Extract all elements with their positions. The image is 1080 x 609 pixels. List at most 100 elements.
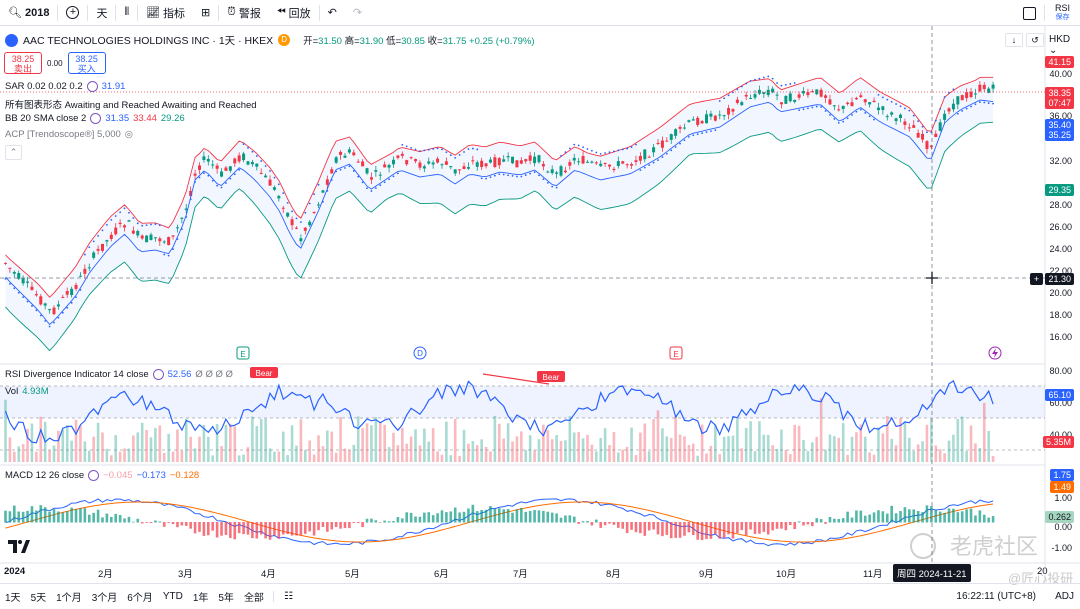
macd-tick: -1.00	[1051, 543, 1072, 553]
time-axis[interactable]: 2024 2月 3月 4月 5月 6月 7月 8月 9月 10月 11月 20 …	[0, 564, 1080, 582]
bb-lower-label: 29.35	[1045, 184, 1074, 196]
clock[interactable]: 16:22:11 (UTC+8)	[956, 591, 1036, 602]
time-tick: 5月	[345, 569, 360, 580]
event-badge-earnings[interactable]: E	[669, 346, 683, 360]
last-price-label: 38.35 07:47	[1045, 87, 1074, 109]
calendar-icon: ☷	[283, 591, 293, 602]
bb-legend[interactable]: BB 20 SMA close 2 31.35 33.44 29.26	[5, 113, 185, 124]
compare-button[interactable]: +	[58, 0, 87, 26]
delayed-badge[interactable]: D	[278, 34, 291, 46]
redo-icon: ↷	[352, 7, 363, 19]
vol-value: 4.93M	[22, 386, 49, 397]
indicators-label: 指标	[163, 7, 186, 20]
time-tick: 11月	[863, 569, 883, 580]
acp-legend[interactable]: ACP [Trendoscope®] 5,000 ◎	[5, 129, 133, 140]
divider	[115, 4, 117, 21]
time-tick: 3月	[178, 569, 193, 580]
date-range-button[interactable]: ☷	[272, 591, 298, 602]
range-1m-button[interactable]: 1个月	[56, 593, 82, 604]
close-value: 31.75	[442, 36, 467, 47]
settings-icon[interactable]	[86, 81, 98, 92]
chart-type-button[interactable]: ⫴	[116, 0, 137, 26]
currency-label: HKD	[1049, 34, 1071, 45]
eye-off-icon[interactable]: ◎	[124, 129, 134, 140]
chevron-down-icon: ⌄	[1049, 45, 1058, 56]
range-1d-button[interactable]: 1天	[5, 593, 21, 604]
pattern-legend[interactable]: 所有图表形态 Awaiting and Reached Awaiting and…	[5, 97, 257, 111]
symbol-header: AAC TECHNOLOGIES HOLDINGS INC · 1天 · HKE…	[5, 33, 535, 47]
range-all-button[interactable]: 全部	[243, 593, 264, 604]
layouts-button[interactable]: ⊞	[193, 0, 218, 26]
price-tick: 20.00	[1049, 288, 1072, 298]
event-badge-earnings[interactable]: E	[236, 346, 250, 360]
settings-icon[interactable]	[152, 369, 164, 380]
symbol-search-button[interactable]: 🔍︎ 2018	[0, 0, 57, 26]
buy-price: 38.25	[75, 54, 98, 64]
range-6m-button[interactable]: 6个月	[127, 593, 153, 604]
range-5y-button[interactable]: 5年	[218, 593, 234, 604]
sar-legend[interactable]: SAR 0.02 0.02 0.2 31.91	[5, 81, 125, 92]
plus-icon: +	[1033, 274, 1040, 284]
collapse-legend-button[interactable]: ⌃	[5, 145, 22, 160]
divider	[57, 4, 59, 21]
time-tick: 7月	[513, 569, 528, 580]
macd-signal-label: 1.49	[1050, 481, 1074, 493]
symbol-title[interactable]: AAC TECHNOLOGIES HOLDINGS INC · 1天 · HKE…	[23, 34, 274, 47]
crosshair-time-label: 周四 2024-11-21	[893, 564, 971, 582]
svg-text:Bear: Bear	[543, 373, 560, 382]
svg-text:D: D	[417, 349, 423, 358]
lightning-icon[interactable]	[988, 346, 1002, 360]
settings-icon[interactable]	[88, 470, 100, 481]
bottom-bar: 1天 5天 1个月 3个月 6个月 YTD 1年 5年 全部 ☷ 16:22:1…	[0, 583, 1080, 609]
interval-button[interactable]: 天	[88, 0, 115, 26]
vol-title: Vol	[5, 386, 19, 397]
range-5d-button[interactable]: 5天	[30, 593, 47, 604]
macd-hist-value: −0.045	[103, 470, 133, 481]
high-value: 31.90	[359, 36, 384, 47]
bb-title: BB 20 SMA close 2	[5, 113, 87, 124]
price-tick: 28.00	[1049, 200, 1072, 210]
sell-label: 卖出	[13, 64, 32, 74]
search-icon: 🔍︎	[8, 7, 22, 19]
alert-button[interactable]: ⏰︎ 警报	[219, 0, 269, 26]
divider	[218, 4, 220, 21]
replay-label: 回放	[288, 7, 311, 20]
symbol-label: 2018	[24, 6, 50, 19]
fullscreen-button[interactable]	[1015, 0, 1044, 26]
price-tick: 22.00	[1049, 266, 1072, 276]
sar-title: SAR 0.02 0.02 0.2	[5, 81, 83, 92]
layout-save-button[interactable]: RSI 保存	[1045, 3, 1080, 23]
range-1y-button[interactable]: 1年	[192, 593, 209, 604]
settings-icon[interactable]	[90, 113, 102, 124]
bear-label: Bear	[537, 371, 565, 382]
event-badge-dividend[interactable]: D	[413, 346, 427, 360]
bear-divergence-line	[482, 373, 550, 385]
sell-button[interactable]: 38.25 卖出	[4, 52, 42, 74]
open-value: 31.50	[318, 36, 342, 47]
reset-button[interactable]: ↺	[1026, 33, 1044, 47]
range-ytd-button[interactable]: YTD	[162, 591, 183, 602]
rsi-legend[interactable]: RSI Divergence Indicator 14 close 52.56 …	[5, 369, 233, 380]
currency-select[interactable]: HKD ⌄	[1049, 34, 1080, 56]
svg-text:Bear: Bear	[256, 369, 273, 378]
redo-button[interactable]: ↷	[345, 0, 370, 26]
vol-legend[interactable]: Vol 4.93M	[5, 386, 49, 397]
bear-label: Bear	[250, 367, 278, 378]
indicators-button[interactable]: 📈︎ 指标	[138, 0, 193, 26]
layout-name: RSI	[1054, 3, 1070, 13]
interval-label: 天	[96, 7, 108, 20]
range-3m-button[interactable]: 3个月	[91, 593, 118, 604]
rsi-current-label: 65.10	[1045, 389, 1074, 401]
adj-toggle[interactable]: ADJ	[1055, 591, 1074, 602]
replay-button[interactable]: ⏪︎ 回放	[269, 0, 319, 26]
add-alert-button[interactable]: +	[1030, 273, 1043, 285]
price-tick: 16.00	[1049, 332, 1072, 342]
price-tick: 32.00	[1049, 156, 1072, 166]
crosshair-price-label: 21.30	[1045, 273, 1074, 285]
macd-legend[interactable]: MACD 12 26 close −0.045 −0.173 −0.128	[5, 470, 199, 481]
scroll-down-button[interactable]: ↓	[1005, 33, 1023, 47]
undo-button[interactable]: ↶	[320, 0, 345, 26]
buy-button[interactable]: 38.25 买入	[67, 52, 106, 74]
acp-title: ACP [Trendoscope®] 5,000	[5, 129, 121, 140]
